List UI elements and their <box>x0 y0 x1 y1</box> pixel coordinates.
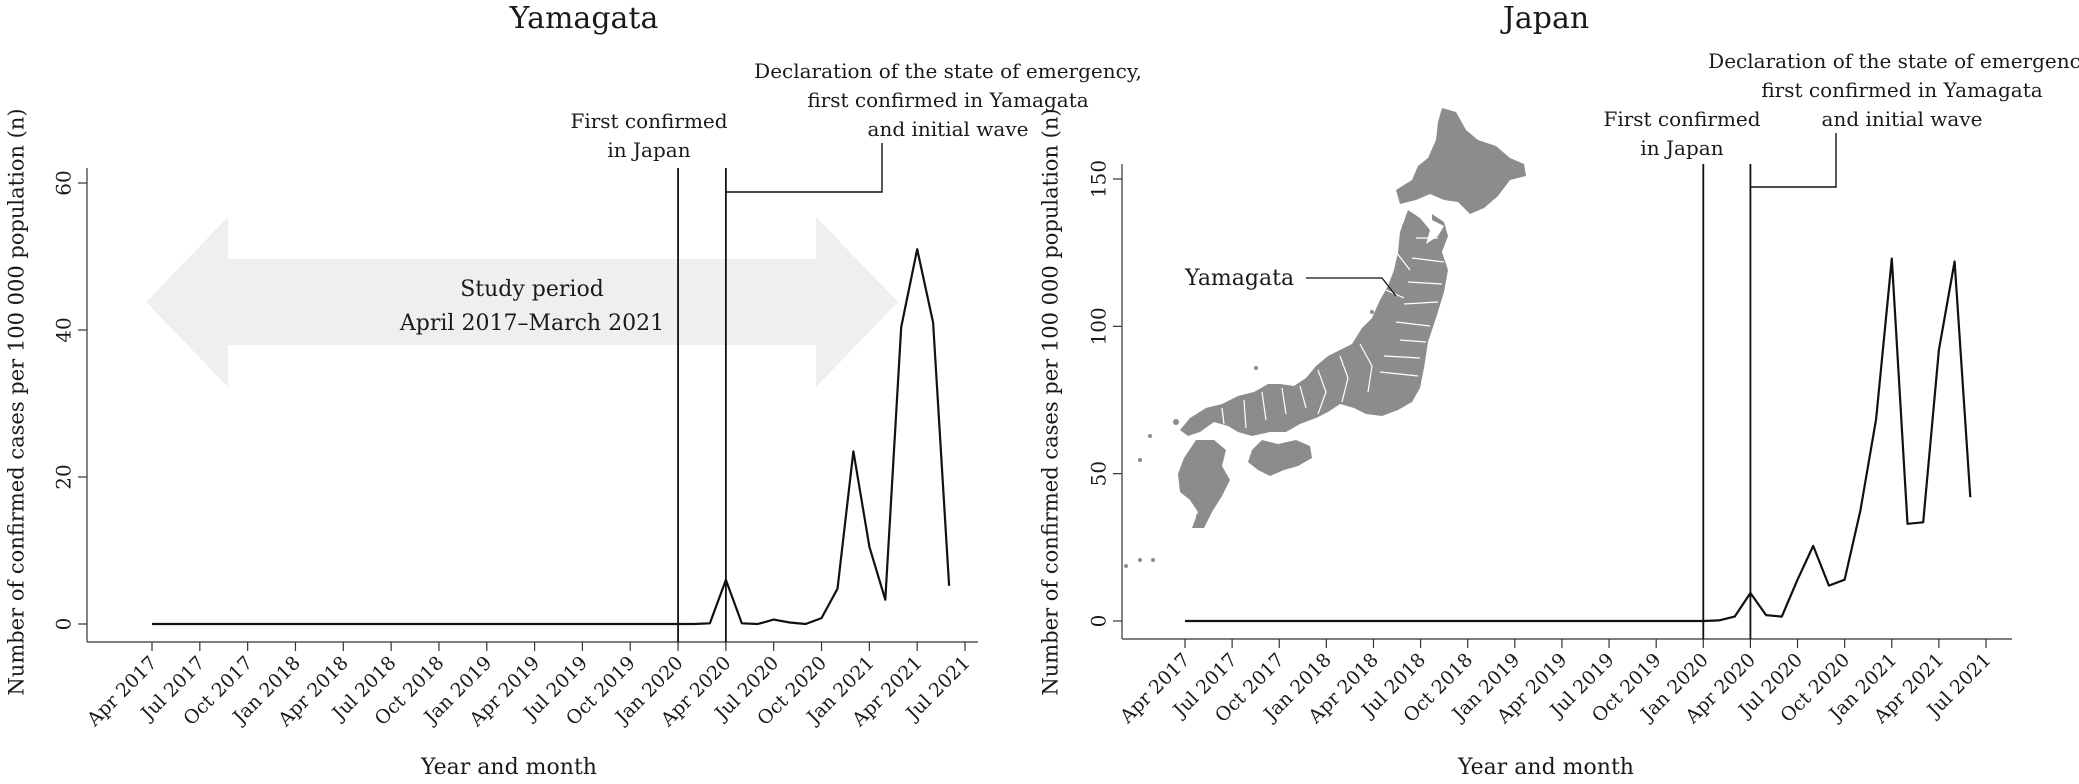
prefecture-border <box>1317 369 1327 415</box>
study-period-label: April 2017–March 2021 <box>399 311 664 336</box>
prefecture-border <box>1359 343 1373 393</box>
island-shape <box>1196 514 1200 518</box>
first-confirmed-japan-label: in Japan <box>607 138 690 162</box>
state-of-emergency-label: Declaration of the state of emergency, <box>754 59 1142 83</box>
island-shape <box>1402 224 1406 228</box>
prefecture-border <box>1281 387 1287 415</box>
y-tick-label: 20 <box>52 464 76 489</box>
hokkaido-shape <box>1396 108 1526 214</box>
prefecture-border <box>1221 407 1225 425</box>
prefecture-border <box>1395 251 1411 271</box>
y-tick-label: 0 <box>1087 615 1111 628</box>
prefecture-border <box>1299 385 1307 409</box>
study-period-arrow <box>146 217 898 387</box>
chart-title: Japan <box>1500 1 1589 36</box>
state-of-emergency-label: first confirmed in Yamagata <box>807 88 1088 112</box>
island-shape <box>1138 458 1142 462</box>
yamagata-panel: Study period April 2017–March 2021 Yamagat… <box>5 1 1142 780</box>
y-tick-label: 50 <box>1087 461 1111 486</box>
y-axis-label: Number of confirmed cases per 100 000 po… <box>5 108 29 695</box>
island-shape <box>1370 310 1374 314</box>
island-shape <box>1151 558 1155 562</box>
prefecture-border <box>1243 399 1247 429</box>
prefecture-border <box>1399 339 1427 343</box>
kyushu-shape <box>1178 440 1230 528</box>
y-tick-label: 100 <box>1087 307 1111 345</box>
shikoku-shape <box>1248 440 1312 476</box>
y-tick-label: 150 <box>1087 160 1111 198</box>
first-confirmed-japan-label: First confirmed <box>1603 107 1760 131</box>
prefecture-border <box>1383 355 1421 359</box>
honshu-shape <box>1180 210 1448 436</box>
prefecture-border <box>1395 321 1431 327</box>
island-shape <box>1148 434 1152 438</box>
y-axis-label: Number of confirmed cases per 100 000 po… <box>1039 108 1063 695</box>
y-tick-label: 0 <box>52 618 76 631</box>
state-of-emergency-label: first confirmed in Yamagata <box>1761 78 2042 102</box>
island-shape <box>1124 564 1128 568</box>
prefecture-border <box>1403 301 1439 305</box>
x-axis-label: Year and month <box>1457 755 1634 780</box>
state-of-emergency-label: Declaration of the state of emergency, <box>1708 49 2079 73</box>
island-shape <box>1365 367 1369 371</box>
first-confirmed-japan-label: First confirmed <box>570 109 727 133</box>
state-of-emergency-label: and initial wave <box>868 117 1029 141</box>
x-axis-label: Year and month <box>420 755 597 780</box>
island-shape <box>1138 558 1142 562</box>
y-tick-label: 60 <box>52 170 76 195</box>
study-period-label: Study period <box>460 277 604 302</box>
yamagata-map-label: Yamagata <box>1184 266 1294 291</box>
state-of-emergency-label: and initial wave <box>1822 107 1983 131</box>
y-tick-label: 40 <box>52 317 76 342</box>
island-shape <box>1254 366 1258 370</box>
chart-title: Yamagata <box>509 1 659 36</box>
state-of-emergency-leader <box>725 143 883 193</box>
yamagata-leader-line <box>1306 277 1397 297</box>
island-shape <box>1173 419 1179 425</box>
series-line <box>1185 257 1972 623</box>
prefecture-border <box>1411 257 1445 263</box>
first-confirmed-japan-label: in Japan <box>1640 136 1723 160</box>
prefecture-border <box>1379 371 1419 377</box>
prefecture-border <box>1407 281 1443 285</box>
japan-map <box>1124 108 1526 568</box>
prefecture-border <box>1339 355 1349 403</box>
prefecture-border <box>1261 391 1267 421</box>
state-of-emergency-leader <box>1750 133 1837 188</box>
